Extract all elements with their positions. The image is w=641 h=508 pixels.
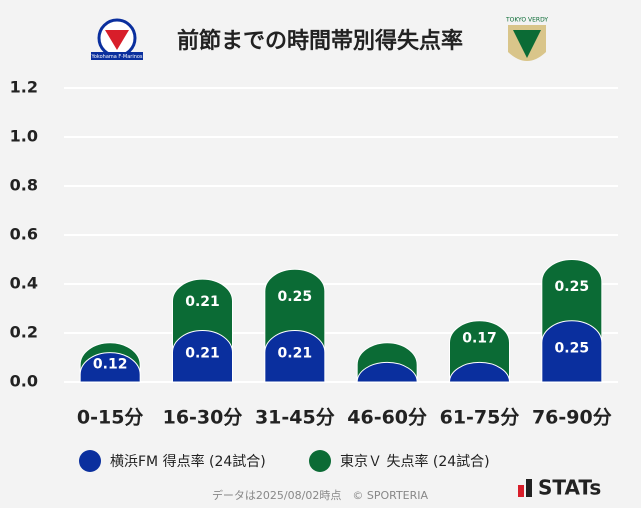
- bar-segment: [264, 330, 326, 383]
- logo-left: Yokohama F·Marinos: [90, 18, 143, 60]
- bar-segment: [448, 361, 511, 383]
- brand-logo: STATs: [518, 476, 601, 500]
- data-label: 0.12: [93, 356, 128, 372]
- data-label: 0.25: [278, 289, 313, 305]
- bar-segment: [172, 330, 233, 383]
- legend-label: 東京Ｖ 失点率 (24試合): [340, 453, 490, 470]
- logo-text: TOKYO VERDY: [505, 17, 548, 24]
- y-tick-label: 0.8: [10, 176, 38, 195]
- x-tick-label: 31-45分: [255, 407, 335, 429]
- logo-right: TOKYO VERDY: [505, 17, 548, 61]
- y-tick-label: 0.6: [10, 225, 38, 244]
- y-tick-label: 0.0: [10, 372, 38, 391]
- y-tick-label: 1.0: [10, 127, 38, 146]
- x-tick-label: 0-15分: [77, 407, 144, 429]
- x-tick-label: 76-90分: [532, 407, 612, 429]
- data-label: 0.17: [462, 331, 497, 347]
- data-label: 0.21: [185, 294, 220, 310]
- chart-title: 前節までの時間帯別得失点率: [177, 28, 463, 54]
- legend-marker: [309, 450, 331, 472]
- brand: STATs: [538, 476, 601, 500]
- legend-marker: [79, 450, 101, 472]
- x-tick-label: 46-60分: [347, 407, 427, 429]
- data-label: 0.25: [555, 279, 590, 295]
- y-tick-label: 0.4: [10, 274, 38, 293]
- bar-segment: [356, 361, 418, 383]
- x-tick-label: 16-30分: [163, 407, 243, 429]
- data-label: 0.25: [555, 340, 590, 356]
- data-label: 0.21: [278, 345, 313, 361]
- x-tick-label: 61-75分: [440, 407, 520, 429]
- footer: データは2025/08/02時点 © SPORTERIA: [212, 488, 429, 502]
- bar-segment: [79, 352, 141, 383]
- y-tick-label: 0.2: [10, 323, 38, 342]
- logo-text: Yokohama F·Marinos: [90, 54, 142, 60]
- data-label: 0.21: [185, 345, 220, 361]
- legend-label: 横浜FM 得点率 (24試合): [110, 453, 266, 470]
- y-tick-label: 1.2: [10, 78, 38, 97]
- bar-segment: [541, 320, 603, 383]
